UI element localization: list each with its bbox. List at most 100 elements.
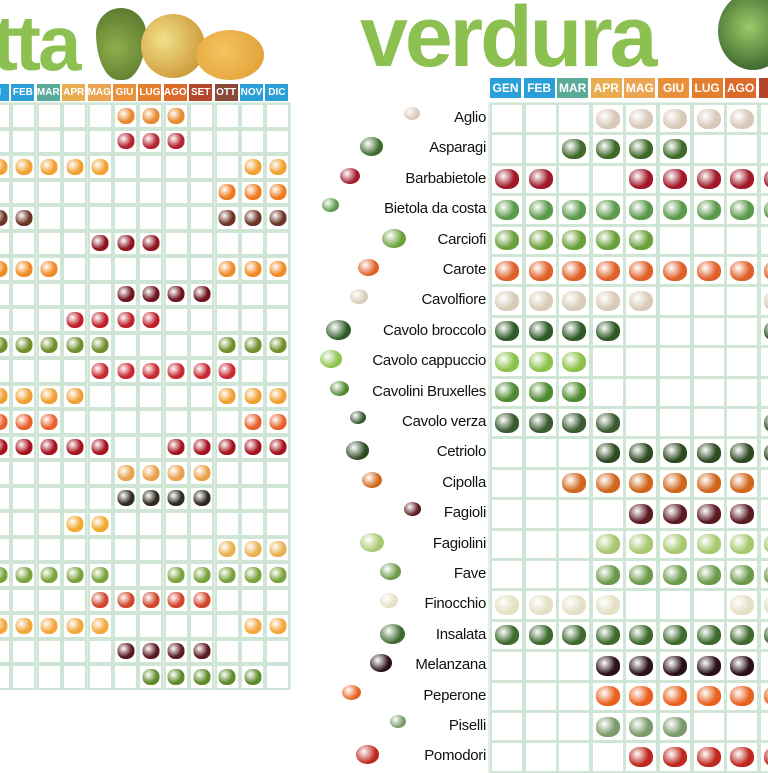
month-cell [590, 346, 625, 378]
month-cell [490, 741, 524, 773]
month-cell [62, 587, 88, 613]
month-cell [240, 562, 265, 588]
pepper-icon [730, 686, 755, 707]
month-cell [138, 281, 164, 307]
month-header-s: S [758, 78, 768, 98]
month-cell [214, 536, 240, 562]
garlic-icon [730, 108, 755, 129]
beetroot-icon [663, 169, 687, 190]
month-cell [87, 205, 113, 231]
month-cell [758, 407, 768, 439]
month-cell [11, 485, 37, 511]
chard-illustration-icon [322, 198, 339, 212]
month-cell [214, 358, 240, 384]
month-cell [189, 103, 215, 129]
carrot-icon [595, 260, 620, 281]
month-cell [758, 741, 768, 773]
tangerine-icon [244, 413, 261, 430]
cauliflower-icon [763, 291, 768, 312]
month-cell [189, 154, 215, 180]
month-cell [523, 680, 558, 712]
month-cell [557, 315, 592, 348]
month-cell [490, 619, 524, 652]
pear-icon [167, 566, 185, 583]
month-cell [214, 485, 240, 511]
month-cell [658, 346, 692, 378]
month-cell [11, 613, 37, 639]
month-cell [523, 741, 558, 773]
cherry-icon [142, 235, 160, 252]
month-cell [11, 281, 37, 307]
month-cell [758, 528, 768, 560]
month-cell [523, 407, 558, 439]
carrot-icon [562, 260, 587, 281]
month-cell [658, 650, 692, 682]
month-cell [138, 103, 164, 129]
month-cell [265, 307, 291, 333]
strawberry-icon [66, 311, 84, 328]
month-cell [36, 409, 62, 435]
month-cell [490, 346, 524, 378]
mandarin-icon [40, 388, 58, 405]
month-cell [758, 619, 768, 652]
month-cell [265, 230, 291, 256]
month-cell [36, 638, 62, 664]
mandarin-icon [66, 388, 84, 405]
month-cell [138, 485, 164, 511]
month-cell [523, 467, 558, 500]
month-cell [490, 498, 524, 530]
kiwi-icon [66, 337, 84, 354]
month-cell [62, 383, 88, 409]
month-cell [0, 307, 11, 333]
month-cell [624, 650, 659, 682]
month-cell [113, 307, 138, 333]
month-cell [557, 224, 592, 256]
month-cell [36, 536, 62, 562]
month-cell [691, 589, 726, 621]
month-cell [36, 154, 62, 180]
month-cell [214, 230, 240, 256]
month-cell [87, 179, 113, 205]
month-cell [62, 103, 88, 129]
apple-icon [167, 439, 185, 456]
month-cell [87, 230, 113, 256]
month-cell [0, 638, 11, 664]
month-cell [624, 407, 659, 439]
month-cell [691, 285, 726, 317]
month-cell [87, 383, 113, 409]
month-cell [523, 194, 558, 226]
month-header-set: SET [189, 84, 213, 101]
peach-icon [142, 592, 160, 609]
month-cell [725, 103, 760, 135]
month-cell [138, 154, 164, 180]
month-cell [138, 587, 164, 613]
garlic-illustration-icon [404, 107, 420, 120]
vegetable-label: Fagioli [443, 504, 486, 522]
grapefruit-icon [91, 617, 109, 634]
month-cell [62, 332, 88, 358]
month-cell [11, 383, 37, 409]
month-cell [11, 460, 37, 486]
broad-beans-icon [663, 564, 687, 585]
month-cell [240, 281, 265, 307]
month-cell [36, 562, 62, 588]
month-cell [189, 205, 215, 231]
tangerine-icon [269, 413, 287, 430]
tomato-icon [730, 747, 755, 768]
month-cell [240, 307, 265, 333]
month-cell [523, 437, 558, 469]
month-cell [590, 680, 625, 712]
month-cell [87, 485, 113, 511]
month-cell [240, 205, 265, 231]
month-cell [214, 587, 240, 613]
month-cell [265, 103, 291, 129]
savoy-cabbage-icon [763, 412, 768, 433]
month-cell [590, 741, 625, 773]
brussels-sprouts-illustration-icon [330, 380, 349, 396]
vegetable-label: Cavolo verza [402, 413, 486, 430]
month-cell [163, 638, 189, 664]
month-cell [11, 536, 37, 562]
month-header-nov: NOV [240, 84, 263, 101]
eggplant-icon [730, 655, 755, 676]
